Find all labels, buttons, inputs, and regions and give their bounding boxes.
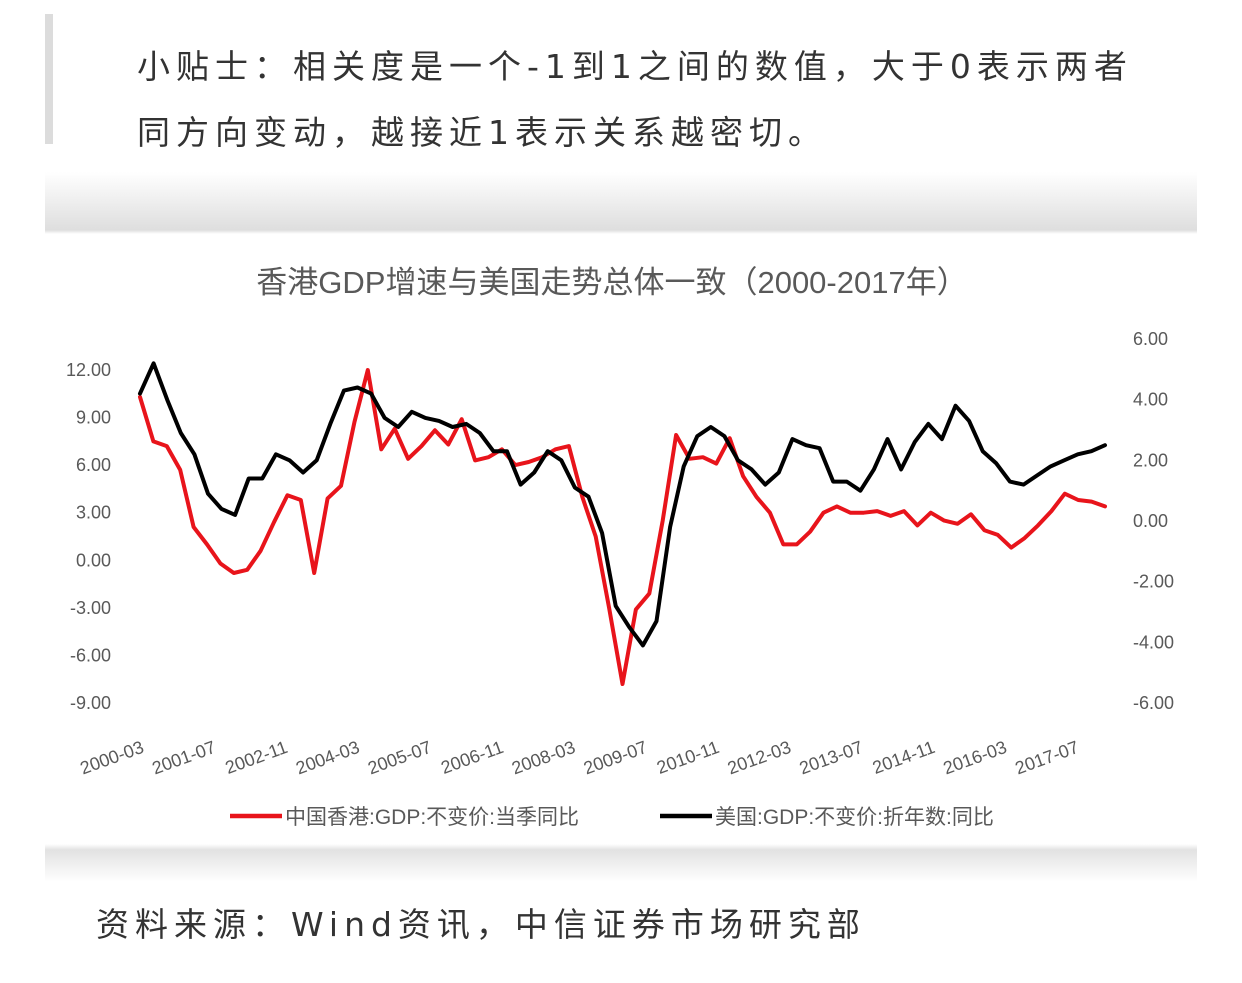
x-axis-tick-label: 2000-03 — [77, 737, 146, 778]
chart-svg: 香港GDP增速与美国走势总体一致（2000-2017年） 12.00 9.00 6.… — [66, 265, 1174, 829]
x-axis-tick-label: 2004-03 — [293, 737, 362, 778]
right-axis-tick-label: 4.00 — [1133, 390, 1168, 410]
series-line-us-gdp — [138, 361, 1107, 648]
left-axis-tick-label: -9.00 — [70, 693, 111, 713]
x-axis-tick-label: 2016-03 — [941, 737, 1010, 778]
chart-title: 香港GDP增速与美国走势总体一致（2000-2017年） — [256, 265, 967, 300]
left-axis-tick-label: 3.00 — [76, 503, 111, 523]
right-axis-tick-label: 0.00 — [1133, 511, 1168, 531]
left-axis-tick-label: 12.00 — [66, 360, 111, 380]
x-axis-tick-label: 2017-07 — [1012, 737, 1081, 778]
left-axis-tick-label: 9.00 — [76, 408, 111, 428]
chart-card: 香港GDP增速与美国走势总体一致（2000-2017年） 12.00 9.00 6.… — [45, 172, 1197, 882]
x-axis-tick-label: 2009-07 — [581, 737, 650, 778]
x-axis-tick-label: 2001-07 — [149, 737, 218, 778]
right-axis-ticks: 6.00 4.00 2.00 0.00 -2.00 -4.00 -6.00 — [1133, 329, 1174, 713]
left-axis-tick-label: 0.00 — [76, 550, 111, 570]
legend-label: 中国香港:GDP:不变价:当季同比 — [285, 806, 579, 829]
left-axis-tick-label: -6.00 — [70, 645, 111, 665]
x-axis-tick-label: 2006-11 — [438, 737, 506, 778]
source-note: 资料来源：Wind资讯，中信证券市场研究部 — [96, 905, 866, 944]
tip-text: 小贴士：相关度是一个-1到1之间的数值，大于0表示两者同方向变动，越接近1表示关… — [137, 47, 1133, 152]
left-axis-tick-label: 6.00 — [76, 455, 111, 475]
right-axis-tick-label: 6.00 — [1133, 329, 1168, 349]
right-axis-tick-label: -2.00 — [1133, 572, 1174, 592]
legend-label: 美国:GDP:不变价:折年数:同比 — [715, 806, 994, 829]
x-axis-tick-label: 2014-11 — [870, 737, 938, 778]
series-line-hk-gdp — [138, 368, 1107, 686]
x-axis-tick-label: 2012-03 — [725, 737, 794, 778]
right-axis-tick-label: -4.00 — [1133, 632, 1174, 652]
series-layer — [138, 361, 1107, 686]
x-axis-tick-label: 2013-07 — [797, 737, 866, 778]
tip-box: 小贴士：相关度是一个-1到1之间的数值，大于0表示两者同方向变动，越接近1表示关… — [45, 14, 1195, 152]
right-axis-tick-label: -6.00 — [1133, 693, 1174, 713]
right-axis-tick-label: 2.00 — [1133, 450, 1168, 470]
x-axis-tick-label: 2002-11 — [223, 737, 291, 778]
x-axis-ticks: 2000-03 2001-07 2002-11 2004-03 2005-07 2006-… — [77, 737, 1081, 778]
left-axis-tick-label: -3.00 — [70, 598, 111, 618]
x-axis-tick-label: 2008-03 — [509, 737, 578, 778]
chart-legend: 中国香港:GDP:不变价:当季同比 美国:GDP:不变价:折年数:同比 — [230, 806, 994, 829]
x-axis-tick-label: 2005-07 — [365, 737, 434, 778]
tip-accent-bar — [45, 14, 53, 144]
left-axis-ticks: 12.00 9.00 6.00 3.00 0.00 -3.00 -6.00 -9.00 — [66, 360, 111, 713]
x-axis-tick-label: 2010-11 — [654, 737, 722, 778]
